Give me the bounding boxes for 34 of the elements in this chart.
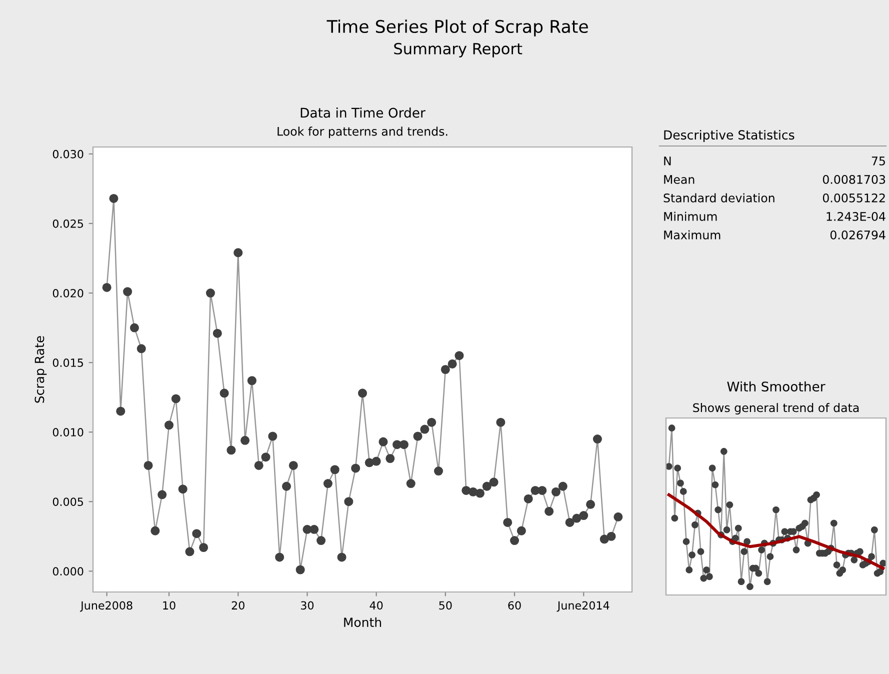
text: Summary Report: [394, 42, 522, 58]
y-tick-label: 0.015: [52, 358, 83, 367]
y-tick-label: 0.000: [52, 567, 84, 576]
x-tick-label: 20: [232, 601, 244, 610]
category-label: Standard deviation: [664, 193, 774, 202]
y-tick-label: 0.025: [52, 219, 83, 228]
text: Time Series Plot of Scrap Rate: [326, 20, 588, 36]
chart-subtitle: Look for patterns and trends.: [278, 126, 448, 138]
x-tick-label: June2014: [556, 601, 610, 612]
category-label: Minimum: [664, 212, 717, 221]
category-label: Maximum: [664, 230, 720, 240]
text: 1.243E-04: [826, 212, 886, 221]
text: 0.026794: [830, 230, 886, 240]
y-tick-label: 0.020: [52, 288, 84, 298]
x-axis-title: Month: [344, 617, 382, 628]
category-label: N: [664, 156, 671, 166]
chart-subtitle: Shows general trend of data: [693, 403, 859, 414]
chart-title: With Smoother: [727, 381, 826, 392]
x-tick-label: 50: [439, 601, 452, 610]
x-tick-label: 30: [300, 601, 314, 610]
y-tick-label: 0.030: [52, 150, 84, 158]
x-tick-label: 60: [508, 601, 521, 610]
text: 0.0055122: [822, 193, 885, 202]
x-tick-label: 10: [163, 601, 176, 610]
y-tick-label: 0.010: [52, 428, 84, 436]
chart-title: Data in Time Order: [300, 108, 426, 118]
x-tick-label: 40: [370, 601, 383, 610]
y-tick-label: 0.005: [52, 498, 83, 506]
y-axis-title: Scrap Rate: [34, 336, 47, 403]
category-label: Mean: [664, 175, 694, 184]
x-tick-label: June2008: [80, 601, 132, 612]
text: Descriptive Statistics: [664, 130, 794, 142]
text: 0.0081703: [822, 174, 886, 184]
text: 75: [872, 156, 885, 166]
